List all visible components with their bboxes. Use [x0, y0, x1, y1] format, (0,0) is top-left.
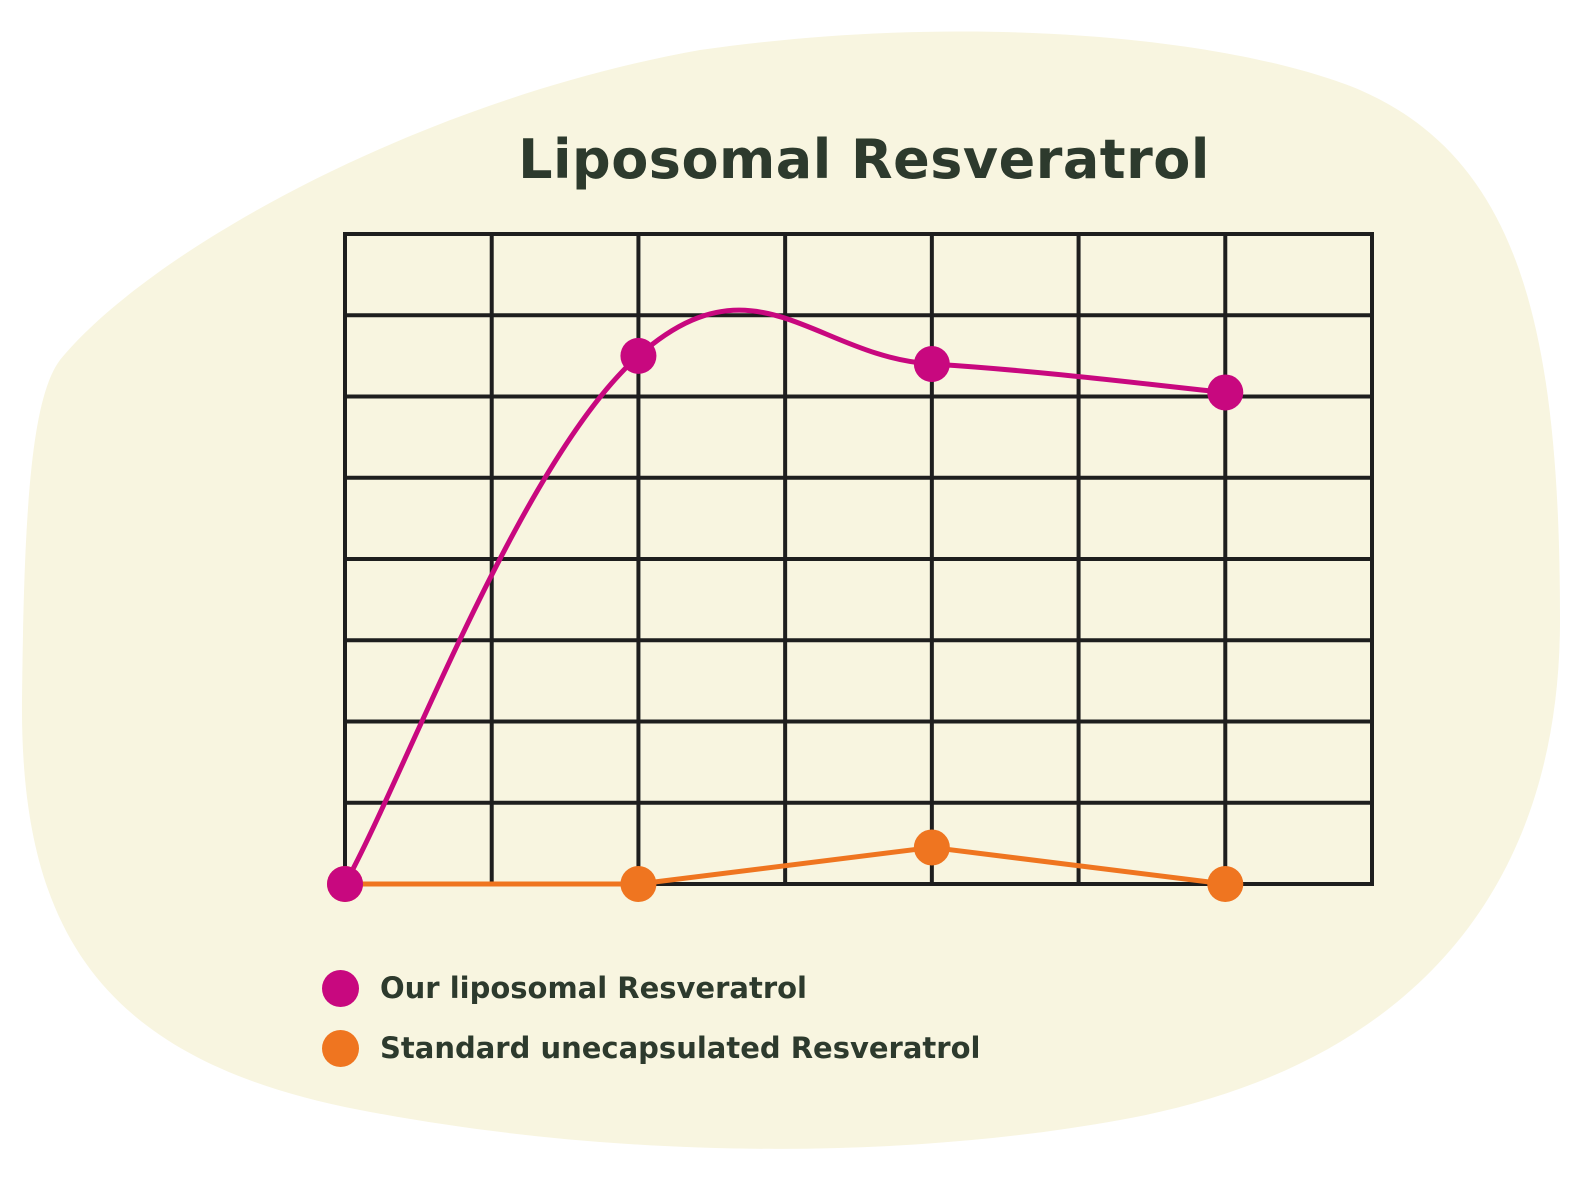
- legend-item-liposomal: Our liposomal Resveratrol: [322, 968, 980, 1008]
- legend-item-standard: Standard unecapsulated Resveratrol: [322, 1028, 980, 1068]
- series-line-standard: [342, 844, 1228, 887]
- legend-swatch-liposomal: [322, 969, 359, 1007]
- legend: Our liposomal Resveratrol Standard uneca…: [322, 968, 980, 1088]
- legend-label-liposomal: Our liposomal Resveratrol: [380, 971, 807, 1005]
- data-point-standard: [620, 866, 657, 902]
- legend-label-standard: Standard unecapsulated Resveratrol: [380, 1031, 981, 1065]
- chart-series: [327, 307, 1244, 902]
- series-line-liposomal: [342, 307, 1228, 887]
- chart-title: Liposomal Resveratrol: [518, 128, 1210, 191]
- chart-grid: [343, 232, 1374, 886]
- data-point-liposomal: [1207, 374, 1244, 411]
- legend-swatch-standard: [322, 1029, 359, 1067]
- data-point-liposomal: [620, 337, 657, 374]
- plot-frame: [343, 232, 1374, 886]
- data-point-standard: [1207, 866, 1244, 902]
- data-point-standard: [913, 829, 950, 866]
- data-point-liposomal: [913, 346, 950, 382]
- data-point-liposomal: [327, 866, 363, 902]
